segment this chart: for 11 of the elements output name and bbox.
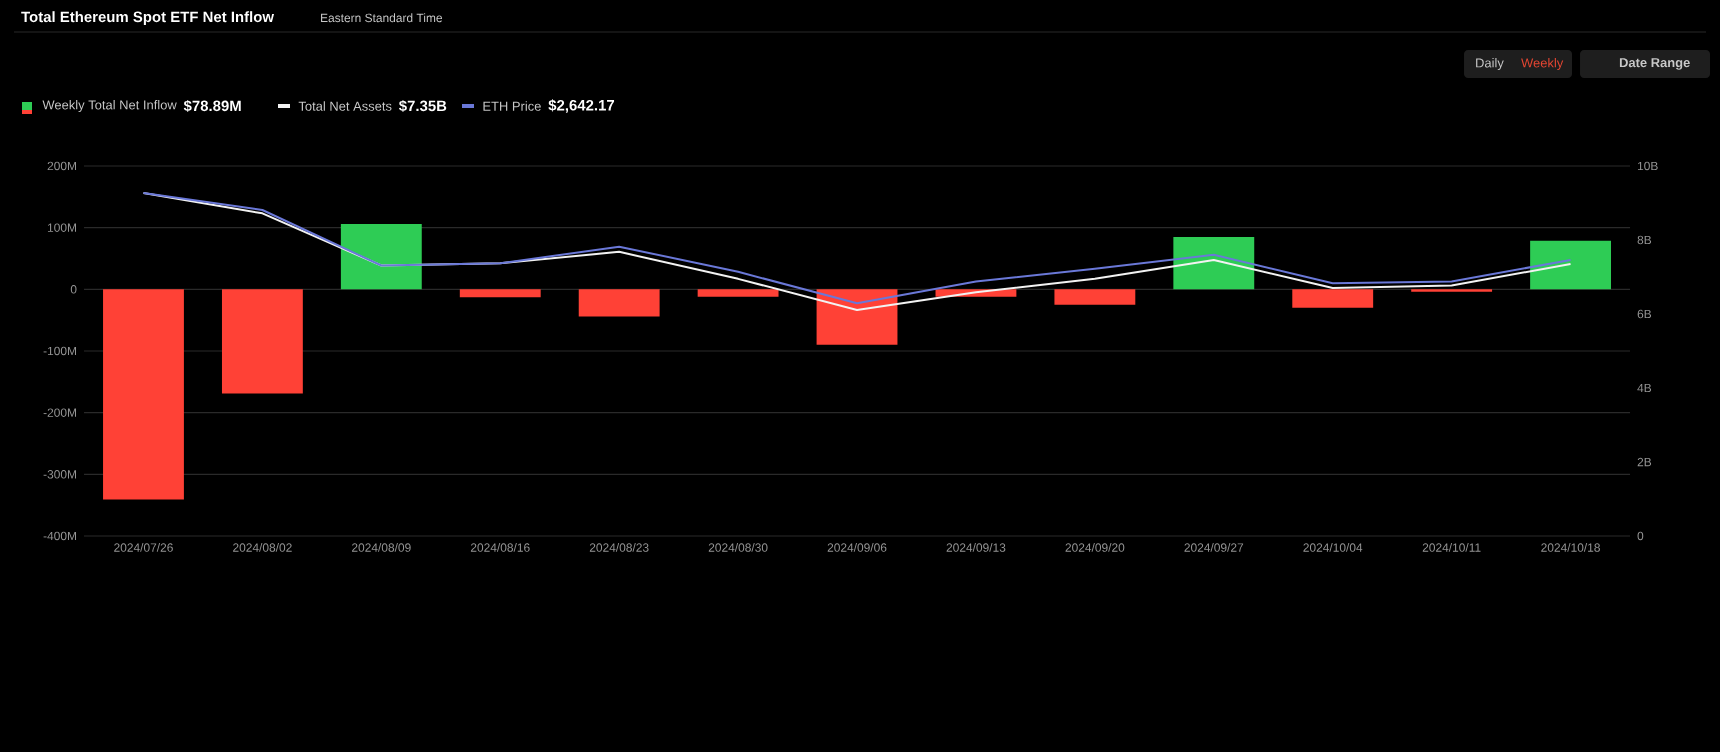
bar [1292, 289, 1374, 308]
bar [340, 223, 422, 290]
bar [816, 289, 898, 345]
bar [578, 289, 660, 317]
bar [1530, 240, 1611, 290]
bar [1054, 289, 1136, 305]
bar [459, 289, 541, 298]
bar [221, 289, 303, 394]
bar [103, 289, 184, 500]
bar [1173, 236, 1255, 290]
bar [697, 289, 779, 297]
